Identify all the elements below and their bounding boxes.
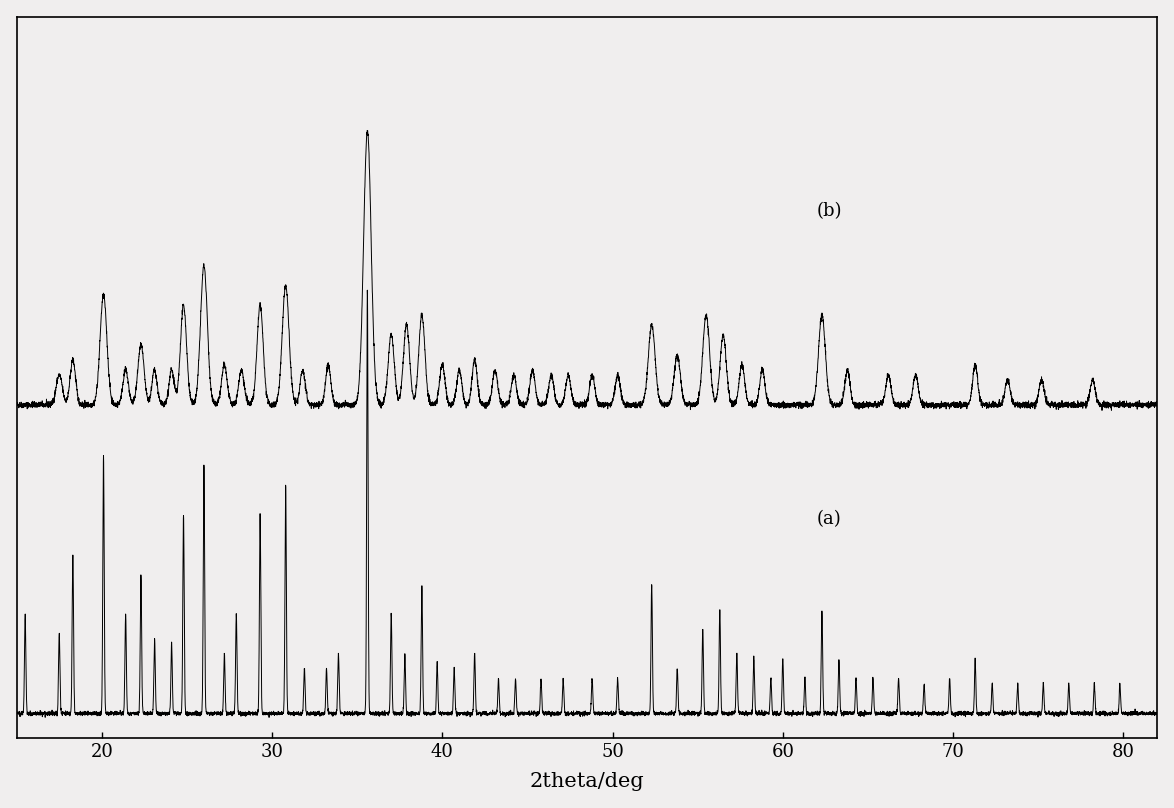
X-axis label: 2theta/deg: 2theta/deg [529,772,645,791]
Text: (a): (a) [817,511,842,528]
Text: (b): (b) [817,202,842,220]
